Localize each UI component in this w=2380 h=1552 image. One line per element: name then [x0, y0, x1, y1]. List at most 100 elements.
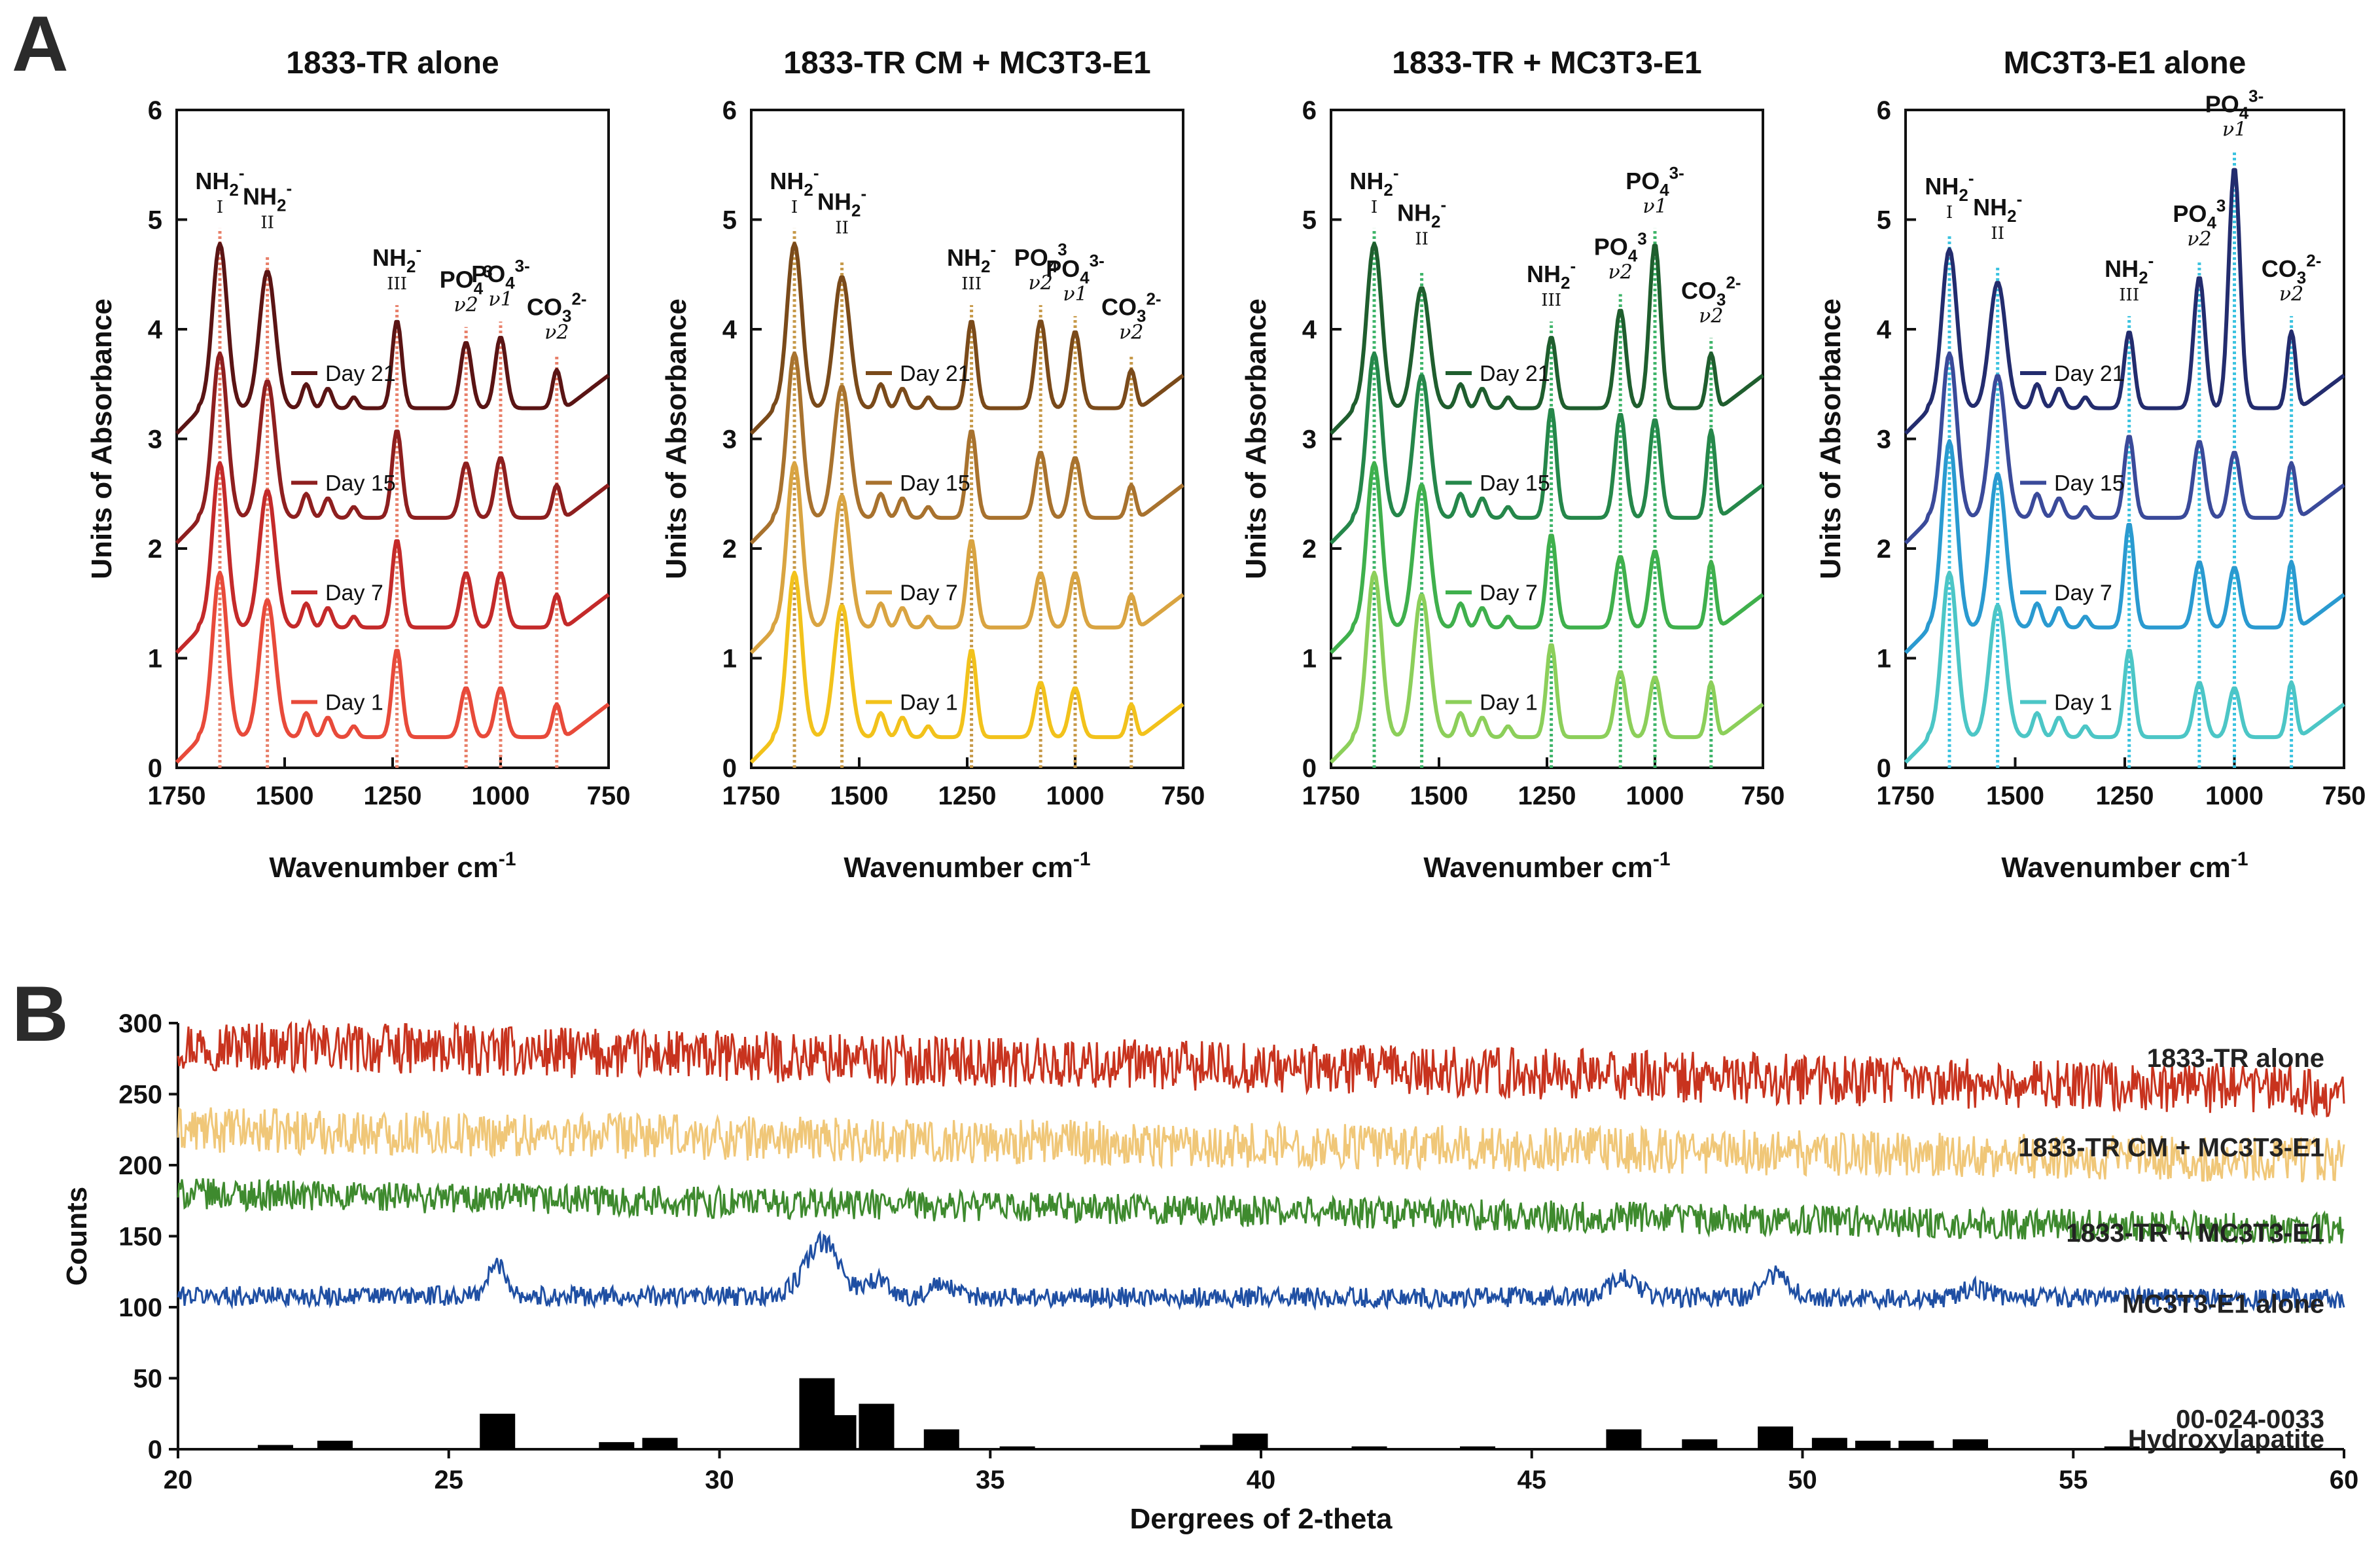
reference-bar: [999, 1446, 1035, 1449]
band-sublabel: II: [835, 219, 849, 238]
band-label: NH2-: [2105, 251, 2154, 287]
y-tick-label: 4: [1302, 316, 1317, 344]
legend-label: Day 1: [2054, 691, 2112, 715]
legend-label: Day 7: [900, 581, 958, 605]
y-tick-label: 5: [1302, 206, 1317, 235]
y-tick-label: 4: [1877, 316, 1892, 344]
reference-bar: [642, 1437, 678, 1449]
band-sublabel: I: [1946, 203, 1953, 223]
band-label: NH2-: [195, 163, 244, 200]
legend-label: Day 21: [900, 361, 970, 386]
reference-name: Hydroxylapatite: [2128, 1425, 2324, 1454]
reference-bar: [1351, 1446, 1387, 1449]
band-sublabel: ν1: [1063, 283, 1087, 306]
plot-marks: 20 25 30 35 40 45 50 55 60 0 50 100 150 200 250 300 1833…: [118, 1009, 2358, 1494]
band-sublabel: ν2: [544, 321, 569, 344]
reference-bar: [859, 1403, 895, 1449]
series-line: [1329, 570, 1764, 764]
series-line: [1904, 351, 2345, 545]
band-label: PO43-: [471, 256, 530, 293]
band-sublabel: ν2: [2279, 283, 2303, 306]
xrd-series-line: [177, 1178, 2345, 1246]
x-tick-label: 1750: [722, 782, 781, 810]
legend-label: Day 15: [900, 471, 970, 496]
reference-bar: [1682, 1439, 1718, 1449]
chart-1833tr-alone: 1833-TR alone Wavenumber cm-1 Units of A…: [86, 46, 630, 884]
chart-1833tr-mc3t3: 1833-TR + MC3T3-E1 Wavenumber cm-1 Units…: [1240, 46, 1785, 884]
chart-1833tr-cm-mc3t3: 1833-TR CM + MC3T3-E1 Wavenumber cm-1 Un…: [660, 46, 1205, 884]
x-tick-label: 50: [1788, 1466, 1817, 1494]
xrd-series-line: [177, 1106, 2345, 1183]
panel-a: 1833-TR alone Wavenumber cm-1 Units of A…: [86, 46, 2366, 884]
y-tick-label: 0: [148, 1435, 162, 1464]
reference-bar: [1953, 1439, 1989, 1449]
x-tick-label: 1250: [2096, 782, 2154, 810]
legend-label: Day 21: [2054, 361, 2125, 386]
band-label: PO43: [440, 262, 493, 298]
plot-marks: 1750 1500 1250 1000 750 0 1 2 3 4 5 6 Day 21 Day 15 Da…: [148, 96, 631, 810]
reference-bar: [821, 1415, 857, 1449]
chart-mc3t3-alone: MC3T3-E1 alone Wavenumber cm-1 Units of …: [1815, 46, 2366, 884]
y-tick-label: 6: [148, 96, 162, 125]
chart-title: 1833-TR + MC3T3-E1: [1392, 46, 1702, 81]
series-line: [175, 351, 610, 545]
series-line: [1904, 439, 2345, 655]
series-label: 1833-TR + MC3T3-E1: [2066, 1219, 2324, 1248]
reference-bar: [923, 1429, 959, 1449]
x-tick-label: 1500: [1410, 782, 1468, 810]
x-tick-label: 1500: [1986, 782, 2044, 810]
x-tick-label: 60: [2330, 1466, 2359, 1494]
x-axis-label: Wavenumber cm-1: [844, 848, 1090, 884]
y-tick-label: 300: [118, 1009, 162, 1038]
reference-bar: [1232, 1434, 1268, 1449]
y-tick-label: 100: [118, 1293, 162, 1322]
legend-label: Day 21: [325, 361, 396, 386]
x-tick-label: 20: [164, 1466, 193, 1494]
reference-bar: [317, 1440, 353, 1449]
band-label: CO32-: [1681, 272, 1741, 309]
x-tick-label: 45: [1518, 1466, 1547, 1494]
plot-marks: 1750 1500 1250 1000 750 0 1 2 3 4 5 6 Day 21 Day 15 Da…: [722, 96, 1205, 810]
band-label: CO32-: [2262, 251, 2322, 287]
x-tick-label: 750: [1741, 782, 1785, 810]
series-label: 1833-TR CM + MC3T3-E1: [2018, 1134, 2324, 1163]
x-tick-label: 1250: [938, 782, 997, 810]
y-axis-label: Units of Absorbance: [1815, 298, 1847, 579]
band-sublabel: II: [1415, 229, 1429, 249]
y-tick-label: 1: [1302, 645, 1317, 674]
reference-bar: [480, 1413, 516, 1449]
y-tick-label: 250: [118, 1081, 162, 1110]
legend-label: Day 15: [1480, 471, 1550, 496]
reference-bar: [1460, 1446, 1495, 1449]
x-tick-label: 1000: [2205, 782, 2264, 810]
chart-title: 1833-TR alone: [286, 46, 499, 81]
y-tick-label: 1: [148, 645, 162, 674]
band-sublabel: III: [1541, 291, 1561, 310]
x-tick-label: 55: [2059, 1466, 2088, 1494]
legend-label: Day 1: [900, 691, 958, 715]
x-tick-label: 1500: [256, 782, 314, 810]
x-tick-label: 1000: [472, 782, 530, 810]
y-tick-label: 50: [133, 1365, 163, 1394]
y-tick-label: 5: [148, 206, 162, 235]
reference-code: 00-024-0033: [2176, 1405, 2324, 1434]
y-axis-label: Counts: [61, 1187, 93, 1286]
x-tick-label: 750: [1162, 782, 1205, 810]
legend-label: Day 1: [1480, 691, 1538, 715]
panel-b-xrd-chart: Dergrees of 2-theta Counts 20 25 30 35 40 45 5…: [61, 1009, 2358, 1535]
y-tick-label: 150: [118, 1223, 162, 1252]
x-tick-label: 1750: [1877, 782, 1935, 810]
band-label: NH2-: [1527, 256, 1576, 293]
x-tick-label: 1000: [1626, 782, 1684, 810]
x-axis-label: Wavenumber cm-1: [1423, 848, 1670, 884]
reference-bar: [257, 1445, 293, 1449]
x-tick-label: 1750: [148, 782, 206, 810]
chart-title: 1833-TR CM + MC3T3-E1: [783, 46, 1151, 81]
band-label: PO43: [2173, 196, 2226, 232]
band-label: CO32-: [1101, 289, 1162, 325]
series-line: [175, 570, 610, 764]
x-tick-label: 1250: [364, 782, 422, 810]
y-tick-label: 3: [1302, 425, 1317, 454]
band-sublabel: ν1: [1643, 195, 1667, 218]
reference-bar: [1199, 1445, 1235, 1449]
